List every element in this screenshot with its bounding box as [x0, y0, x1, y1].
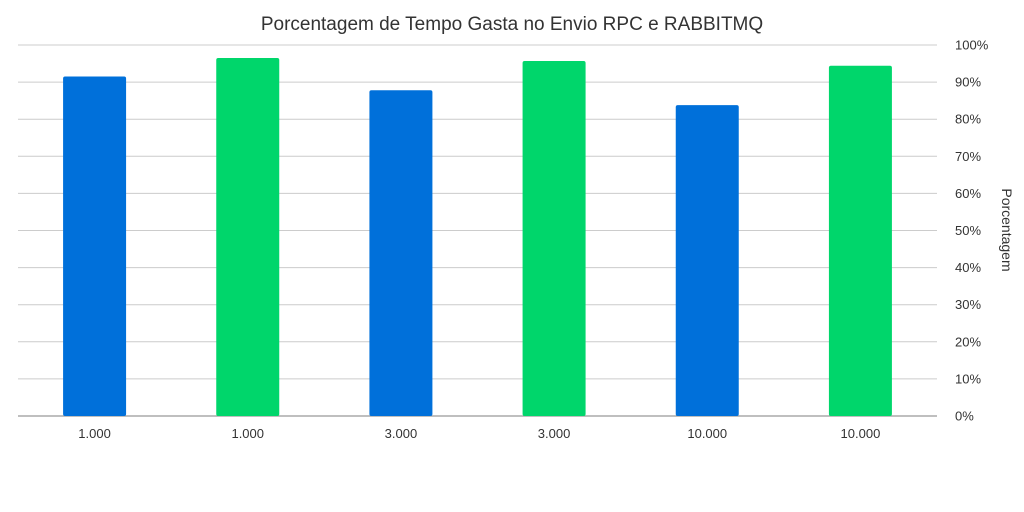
- bar: [828, 65, 892, 416]
- y-tick-label: 0%: [955, 409, 974, 424]
- bar: [522, 60, 586, 416]
- chart-title: Porcentagem de Tempo Gasta no Envio RPC …: [261, 14, 763, 35]
- y-tick-label: 100%: [955, 38, 989, 53]
- x-tick-label: 10.000: [687, 426, 727, 441]
- y-tick-label: 50%: [955, 223, 981, 238]
- y-axis-ticks: 0% 10% 20% 30% 40% 50% 60% 70% 80% 90% 100%: [955, 38, 989, 424]
- x-tick-label: 1.000: [78, 426, 111, 441]
- y-tick-label: 80%: [955, 112, 981, 127]
- bars: [63, 57, 892, 417]
- y-tick-label: 40%: [955, 260, 981, 275]
- x-tick-label: 10.000: [841, 426, 881, 441]
- y-tick-label: 30%: [955, 297, 981, 312]
- bar: [369, 90, 433, 417]
- y-tick-label: 60%: [955, 186, 981, 201]
- bar: [675, 105, 739, 417]
- y-axis-label: Porcentagem: [999, 188, 1015, 271]
- bar: [216, 57, 280, 417]
- y-tick-label: 90%: [955, 75, 981, 90]
- y-tick-label: 20%: [955, 334, 981, 349]
- x-axis-ticks: 1.000 1.000 3.000 3.000 10.000 10.000: [78, 426, 880, 441]
- x-tick-label: 3.000: [538, 426, 571, 441]
- x-tick-label: 1.000: [231, 426, 264, 441]
- y-tick-label: 10%: [955, 371, 981, 386]
- y-tick-label: 70%: [955, 149, 981, 164]
- bar: [63, 76, 127, 416]
- gridlines: [18, 44, 937, 417]
- x-tick-label: 3.000: [385, 426, 418, 441]
